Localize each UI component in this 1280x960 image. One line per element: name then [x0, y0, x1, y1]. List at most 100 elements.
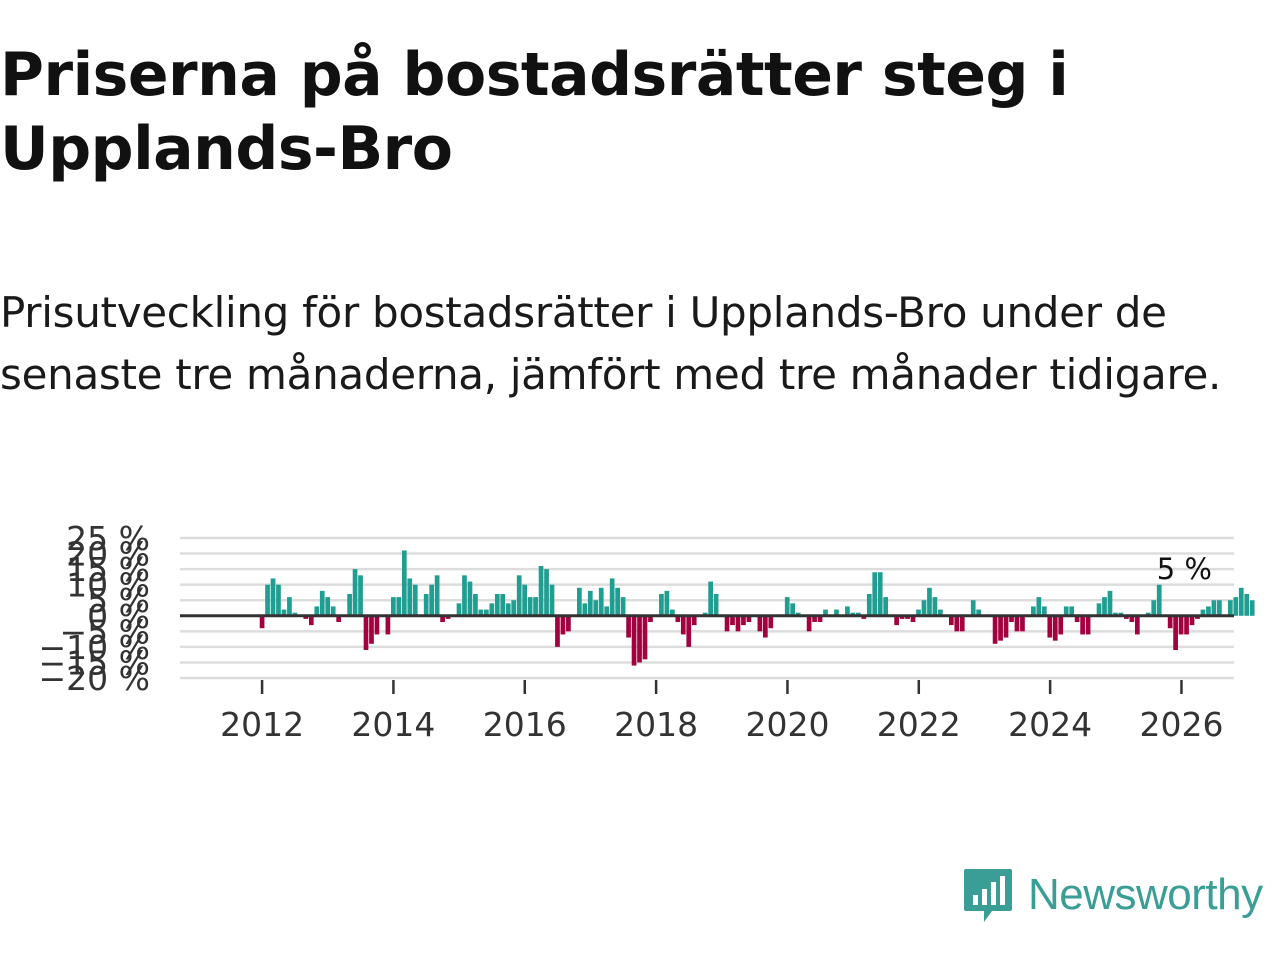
bar [604, 606, 610, 616]
bar [916, 609, 921, 616]
bar [1080, 615, 1085, 635]
price-change-bar-chart: −20 %−15 %−10 %−5 %0 %5 %10 %15 %20 %25 … [39, 519, 1255, 744]
bar [894, 615, 899, 626]
bar [270, 578, 276, 616]
bar [1206, 606, 1211, 616]
y-tick-label: −20 % [39, 659, 151, 698]
bar [265, 584, 270, 616]
bar [527, 597, 533, 616]
bar [576, 587, 582, 616]
bar [325, 597, 331, 616]
bar [817, 615, 823, 622]
bar [927, 587, 932, 616]
bar [609, 578, 615, 616]
bar [970, 600, 976, 616]
bar [473, 594, 478, 616]
bar [948, 615, 954, 626]
bar [659, 594, 664, 616]
bar [1184, 615, 1189, 635]
bar [494, 594, 500, 616]
bar [708, 581, 713, 616]
bar [626, 615, 631, 638]
bar [932, 597, 938, 616]
bar [959, 615, 965, 632]
bar [1058, 615, 1064, 635]
bar [1249, 600, 1255, 616]
bar [1134, 615, 1140, 635]
y-tick-label: 5 % [87, 581, 150, 620]
x-tick-label: 2018 [614, 705, 698, 744]
latest-value-annotation: 5 % [1157, 552, 1212, 586]
x-tick-label: 2022 [877, 705, 961, 744]
bar [363, 615, 369, 650]
bar [1217, 600, 1222, 616]
bar [1200, 609, 1206, 616]
bar [1227, 600, 1233, 616]
bar [1151, 600, 1157, 616]
bar [686, 615, 692, 647]
bar [1167, 615, 1173, 629]
bar [872, 572, 878, 616]
bar [385, 615, 391, 635]
bar [1124, 615, 1129, 619]
bar [516, 575, 522, 616]
bar [784, 597, 790, 616]
bar [790, 603, 796, 616]
bar [489, 603, 495, 616]
bar [358, 575, 363, 616]
bar [336, 615, 342, 622]
y-tick-label: −15 % [39, 643, 151, 682]
bar [680, 615, 686, 635]
bar [1069, 606, 1075, 616]
x-tick-label: 2014 [351, 705, 435, 744]
bar [1113, 612, 1118, 616]
bar [713, 594, 719, 616]
bar [1107, 590, 1113, 616]
bar [938, 609, 943, 616]
bar [1211, 600, 1217, 616]
bar [795, 612, 801, 616]
bar [374, 615, 380, 635]
bars [259, 550, 1255, 666]
bar [478, 609, 484, 616]
bar [1096, 603, 1102, 616]
y-axis-labels: −20 %−15 %−10 %−5 %0 %5 %10 %15 %20 %25 … [39, 519, 151, 698]
bar [401, 550, 407, 616]
bar [1145, 612, 1151, 616]
bar [330, 606, 336, 616]
bar [412, 584, 418, 616]
bar [500, 594, 506, 616]
bar [1052, 615, 1058, 641]
bar [954, 615, 960, 632]
bar [566, 615, 571, 632]
bar [1047, 615, 1053, 638]
bar [850, 612, 856, 616]
bar [1009, 615, 1014, 622]
bar [877, 572, 883, 616]
bar [1129, 615, 1135, 622]
bar [1020, 615, 1025, 632]
bar [675, 615, 681, 622]
bar [823, 609, 828, 616]
bar [1178, 615, 1184, 635]
bar [1118, 612, 1124, 616]
bar [741, 615, 746, 626]
bar [292, 612, 298, 616]
bar [1085, 615, 1091, 635]
bar [1063, 606, 1069, 616]
bar [1189, 615, 1195, 626]
bar [1244, 594, 1250, 616]
bar [976, 609, 982, 616]
bar [560, 615, 566, 635]
bar [276, 584, 281, 616]
bar [992, 615, 998, 644]
bar [648, 615, 653, 622]
bar [702, 612, 708, 616]
bar [845, 606, 850, 616]
bar [533, 597, 538, 616]
bar [538, 566, 544, 616]
bar [467, 581, 473, 616]
bar [511, 600, 517, 616]
bar [806, 615, 812, 632]
page-subtitle: Prisutveckling för bostadsrätter i Uppla… [0, 288, 1222, 399]
